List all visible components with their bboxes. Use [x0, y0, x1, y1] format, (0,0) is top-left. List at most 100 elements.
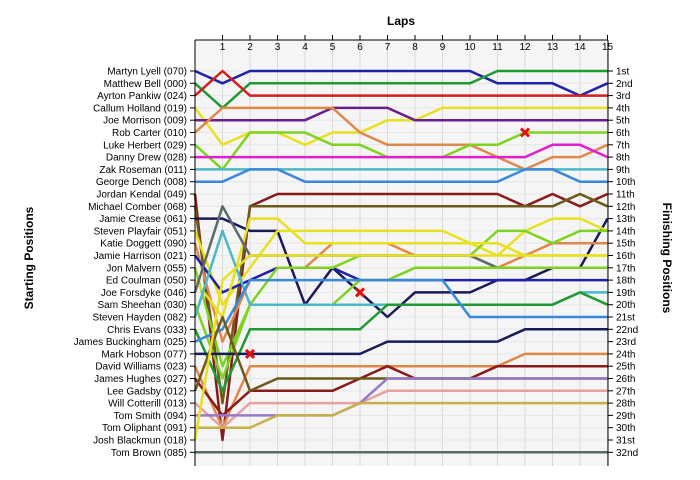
starting-position-label: Rob Carter (010): [112, 128, 187, 139]
finishing-position-label: 20th: [616, 300, 635, 311]
finishing-position-label: 1st: [616, 67, 630, 78]
finishing-position-label: 23rd: [616, 337, 636, 348]
starting-positions-labels: Martyn Lyell (070)Matthew Bell (000)Ayrt…: [74, 67, 195, 459]
driver-line: [194, 389, 608, 429]
starting-position-label: Josh Blackmun (018): [93, 436, 187, 447]
driver-line: [194, 69, 608, 110]
finishing-position-label: 15th: [616, 239, 635, 250]
finishing-position-label: 7th: [616, 140, 630, 151]
starting-position-label: Chris Evans (033): [107, 325, 187, 336]
starting-position-label: Joe Forsdyke (046): [101, 288, 187, 299]
starting-position-label: Zak Roseman (011): [99, 165, 187, 176]
finishing-position-label: 27th: [616, 386, 635, 397]
finishing-position-label: 22nd: [616, 325, 638, 336]
retirement-marker: [244, 348, 256, 359]
lap-tick-label: 2: [247, 42, 253, 53]
finishing-position-label: 28th: [616, 399, 635, 410]
driver-line: [193, 192, 609, 405]
finishing-position-label: 32nd: [616, 448, 638, 459]
driver-line: [194, 106, 609, 171]
lap-tick-label: 8: [412, 42, 418, 53]
starting-position-label: Ed Coulman (050): [106, 276, 187, 287]
finishing-position-label: 29th: [616, 411, 635, 422]
finishing-position-label: 31st: [616, 436, 635, 447]
finishing-position-label: 6th: [616, 128, 630, 139]
starting-position-label: Steven Playfair (051): [94, 226, 187, 237]
driver-line: [193, 192, 609, 442]
starting-position-label: Joe Morrison (009): [103, 116, 187, 127]
starting-position-label: Lee Gadsby (012): [107, 386, 187, 397]
series-layer: [193, 69, 609, 454]
finishing-position-label: 11th: [616, 190, 635, 201]
driver-line: [195, 143, 609, 159]
lap-tick-label: 5: [330, 42, 336, 53]
lap-tick-label: 13: [547, 42, 559, 53]
starting-position-label: James Buckingham (025): [74, 337, 187, 348]
driver-line: [193, 217, 609, 306]
finishing-position-label: 8th: [616, 153, 630, 164]
finishing-position-label: 26th: [616, 374, 635, 385]
starting-position-label: Michael Comber (068): [88, 202, 187, 213]
starting-position-label: David Williams (023): [95, 362, 187, 373]
starting-position-label: Katie Doggett (090): [100, 239, 187, 250]
y-axis-title-left: Starting Positions: [22, 206, 36, 309]
finishing-position-label: 30th: [616, 423, 635, 434]
finishing-position-label: 14th: [616, 226, 635, 237]
starting-position-label: Will Cotterill (013): [108, 399, 187, 410]
lap-tick-label: 6: [357, 42, 363, 53]
finishing-position-label: 24th: [616, 349, 635, 360]
lap-tick-label: 10: [464, 42, 476, 53]
finishing-position-label: 17th: [616, 263, 635, 274]
lap-tick-label: 7: [385, 42, 391, 53]
starting-position-label: Jon Malvern (055): [106, 263, 187, 274]
lap-tick-label: 14: [574, 42, 586, 53]
starting-position-label: Tom Brown (085): [111, 448, 187, 459]
lap-tick-label: 9: [440, 42, 446, 53]
driver-line: [193, 254, 608, 441]
starting-position-label: George Dench (008): [96, 177, 187, 188]
starting-position-label: Sam Sheehan (030): [97, 300, 187, 311]
driver-line: [195, 168, 608, 183]
driver-line: [193, 352, 608, 429]
finishing-position-label: 5th: [616, 116, 630, 127]
finishing-position-label: 13th: [616, 214, 635, 225]
finishing-position-label: 9th: [616, 165, 630, 176]
starting-position-label: Ayrton Pankiw (024): [97, 91, 187, 102]
driver-line: [194, 69, 609, 97]
starting-position-label: Danny Drew (028): [106, 153, 187, 164]
driver-line: [195, 377, 608, 417]
starting-position-label: Steven Hayden (082): [92, 313, 187, 324]
finishing-position-label: 3rd: [616, 91, 630, 102]
lap-tick-label: 1: [220, 42, 226, 53]
driver-line: [195, 106, 608, 122]
finishing-position-label: 21st: [616, 313, 635, 324]
finishing-position-label: 12th: [616, 202, 635, 213]
finishing-positions-labels: 1st2nd3rd4th5th6th7th8th9th10th11th12th1…: [608, 67, 638, 459]
starting-position-label: Mark Hobson (077): [101, 349, 187, 360]
finishing-position-label: 25th: [616, 362, 635, 373]
finishing-position-label: 4th: [616, 103, 630, 114]
y-axis-title-right: Finishing Positions: [660, 203, 674, 314]
lap-tick-label: 4: [302, 42, 308, 53]
driver-line: [193, 291, 609, 393]
finishing-position-label: 2nd: [616, 79, 633, 90]
starting-position-label: Matthew Bell (000): [104, 79, 187, 90]
driver-line: [193, 364, 608, 417]
starting-position-label: James Hughes (027): [94, 374, 187, 385]
driver-line: [194, 69, 608, 97]
retirement-markers: [244, 127, 531, 359]
retirement-marker: [354, 287, 366, 298]
x-axis-title: Laps: [387, 14, 415, 28]
starting-position-label: Martyn Lyell (070): [107, 67, 187, 78]
lap-tick-label: 12: [519, 42, 531, 53]
driver-line: [195, 401, 608, 429]
starting-position-label: Jamie Crease (061): [99, 214, 187, 225]
starting-position-label: Jordan Kendal (049): [96, 190, 187, 201]
finishing-position-label: 16th: [616, 251, 635, 262]
driver-line: [194, 278, 608, 343]
starting-position-label: Tom Oliphant (091): [102, 423, 187, 434]
retirement-marker: [519, 127, 531, 138]
lap-tick-label: 11: [492, 42, 503, 53]
finishing-position-label: 19th: [616, 288, 635, 299]
